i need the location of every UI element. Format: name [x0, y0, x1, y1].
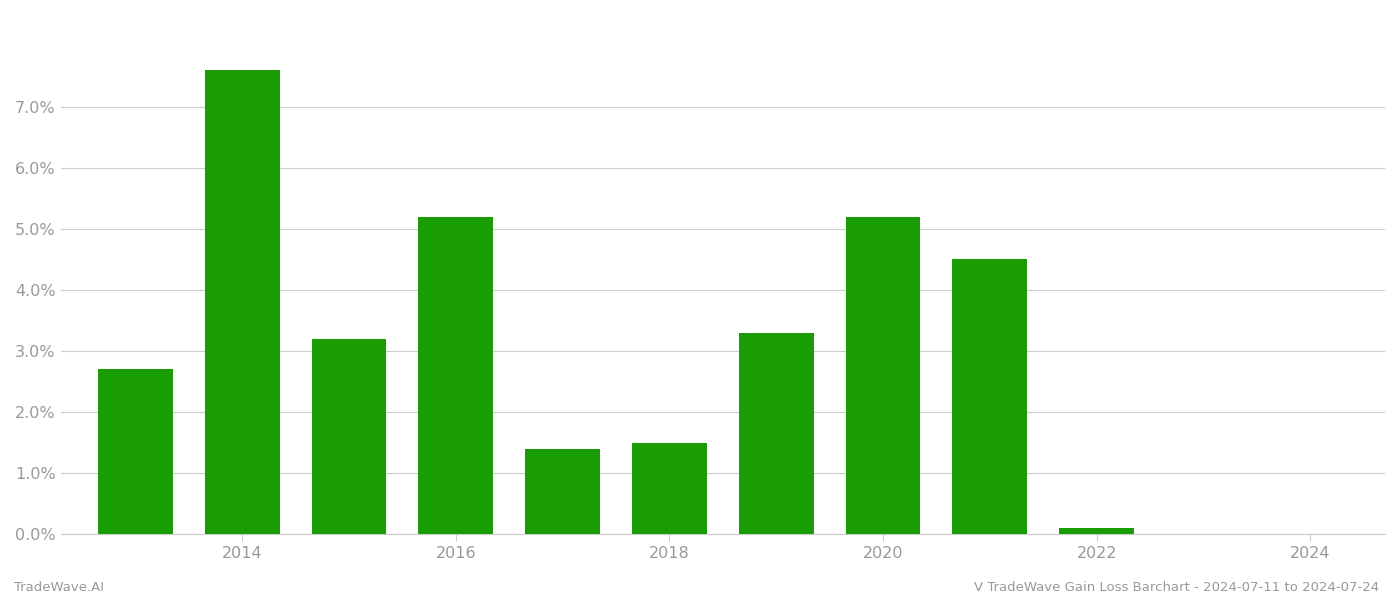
Bar — [98, 369, 172, 534]
Bar — [952, 259, 1028, 534]
Bar — [419, 217, 493, 534]
Bar — [631, 443, 707, 534]
Bar — [525, 449, 601, 534]
Bar — [312, 339, 386, 534]
Bar — [739, 332, 813, 534]
Text: TradeWave.AI: TradeWave.AI — [14, 581, 104, 594]
Text: V TradeWave Gain Loss Barchart - 2024-07-11 to 2024-07-24: V TradeWave Gain Loss Barchart - 2024-07… — [974, 581, 1379, 594]
Bar — [846, 217, 920, 534]
Bar — [1060, 528, 1134, 534]
Bar — [204, 70, 280, 534]
